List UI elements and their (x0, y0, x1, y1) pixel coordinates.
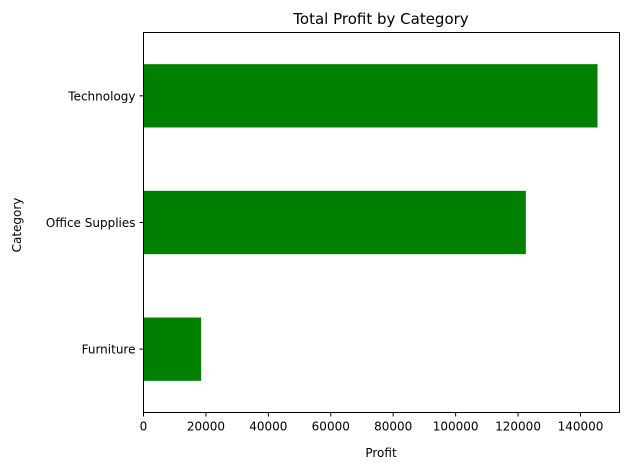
x-tick-label: 80000 (374, 420, 412, 434)
x-tick-label: 140000 (558, 420, 604, 434)
x-tick-label: 40000 (249, 420, 287, 434)
x-tick-label: 100000 (433, 420, 479, 434)
ticks-layer: Furniture Office Supplies Technology 0 20000… (46, 89, 603, 433)
y-axis-label: Category (10, 198, 24, 253)
x-tick-label: 20000 (187, 420, 225, 434)
bar-technology (143, 64, 598, 128)
bars-layer (143, 64, 598, 381)
bar-office-supplies (143, 190, 526, 255)
y-tick-label: Technology (67, 89, 135, 103)
x-tick-label: 0 (140, 420, 148, 434)
y-tick-label: Office Supplies (46, 216, 136, 230)
x-tick-label: 120000 (495, 420, 541, 434)
x-axis-label: Profit (365, 446, 397, 460)
plot-frame (143, 32, 620, 413)
chart-title: Total Profit by Category (292, 10, 469, 28)
y-tick-label: Furniture (82, 343, 136, 357)
bar-furniture (143, 317, 202, 381)
x-tick-label: 60000 (312, 420, 350, 434)
